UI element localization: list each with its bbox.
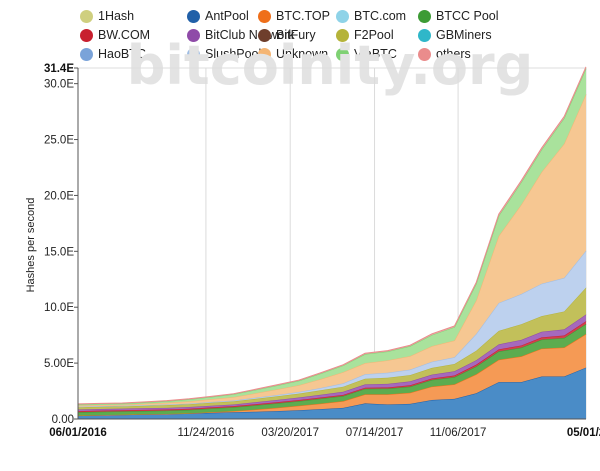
legend-swatch	[80, 47, 93, 61]
legend: 1Hash AntPool BTC.TOP BTC.com BTCC Pool BW.CO…	[0, 0, 600, 64]
y-tick-label: 0.00	[52, 414, 74, 426]
area-f2pool[interactable]	[78, 287, 586, 410]
legend-label: BTCC Pool	[436, 9, 499, 23]
axes: 0.00 5.00E 10.0E 15.0E 20.0E 25.0E 30.0E 31.4E 0…	[44, 63, 600, 439]
legend-label: HaoBTC	[98, 47, 146, 61]
legend-swatch	[258, 47, 271, 61]
watermark: bitcoinity.org	[127, 34, 534, 97]
y-tick-label: 20.0E	[44, 190, 74, 202]
legend-item[interactable]: others	[418, 46, 471, 62]
legend-item[interactable]: HaoBTC	[80, 46, 146, 62]
y-tick-label: 10.0E	[44, 302, 74, 314]
y-tick-label: 25.0E	[44, 135, 74, 147]
legend-item[interactable]: BTCC Pool	[418, 8, 499, 24]
legend-label: Unknown	[276, 47, 329, 61]
legend-label: AntPool	[205, 9, 249, 23]
legend-swatch	[258, 28, 271, 42]
legend-label: F2Pool	[354, 28, 394, 42]
y-tick-label: 31.4E	[44, 63, 74, 75]
y-tick-label: 15.0E	[44, 246, 74, 258]
legend-item[interactable]: BitClub Network	[187, 27, 295, 43]
legend-label: 1Hash	[98, 9, 135, 23]
legend-label: BTC.TOP	[276, 9, 330, 23]
legend-label: ViaBTC	[354, 47, 397, 61]
x-tick-label: 06/01/2016	[49, 427, 107, 439]
legend-label: BTC.com	[354, 9, 407, 23]
legend-item[interactable]: BTC.com	[336, 8, 406, 24]
x-tick-label: 07/14/2017	[346, 427, 404, 439]
area-antpool[interactable]	[78, 367, 586, 419]
legend-swatch	[187, 9, 200, 23]
y-tick-label: 30.0E	[44, 79, 74, 91]
legend-swatch	[258, 9, 271, 23]
legend-item[interactable]: BTC.TOP	[258, 8, 330, 24]
legend-swatch	[187, 28, 200, 42]
legend-item[interactable]: ViaBTC	[336, 46, 397, 62]
legend-swatch	[336, 28, 349, 42]
legend-item[interactable]: SlushPool	[187, 46, 261, 62]
legend-label: GBMiners	[436, 28, 492, 42]
area-btc-top[interactable]	[78, 334, 586, 416]
legend-label: BW.COM	[98, 28, 151, 42]
legend-item[interactable]: F2Pool	[336, 27, 394, 43]
legend-item[interactable]: GBMiners	[418, 27, 492, 43]
x-tick-label: 11/06/2017	[430, 427, 487, 439]
legend-swatch	[80, 9, 93, 23]
y-tick-label: 5.00E	[44, 358, 74, 370]
legend-item[interactable]: Unknown	[258, 46, 328, 62]
area-slushpool[interactable]	[78, 250, 586, 408]
legend-swatch	[336, 47, 349, 61]
area-series	[77, 66, 587, 419]
area-edge	[77, 314, 587, 410]
x-tick-label: 03/20/2017	[261, 427, 319, 439]
area-edge	[77, 66, 587, 405]
y-axis-label: Hashes per second	[25, 198, 37, 293]
legend-swatch	[80, 28, 93, 42]
area-viabtc[interactable]	[78, 68, 586, 406]
legend-swatch	[187, 47, 200, 61]
legend-label: BitFury	[276, 28, 316, 42]
legend-swatch	[336, 9, 349, 23]
legend-swatch	[418, 47, 431, 61]
x-tick-label: 11/24/2016	[178, 427, 235, 439]
legend-item[interactable]: BW.COM	[80, 27, 150, 43]
legend-swatch	[418, 9, 431, 23]
legend-item[interactable]: AntPool	[187, 8, 249, 24]
legend-label: others	[436, 47, 471, 61]
legend-swatch	[418, 28, 431, 42]
legend-item[interactable]: 1Hash	[80, 8, 134, 24]
x-tick-label: 05/01/2	[567, 427, 600, 439]
watermark-layer: bitcoinity.org	[127, 34, 534, 97]
legend-item[interactable]: BitFury	[258, 27, 316, 43]
legend-label: BitClub Network	[205, 28, 295, 42]
legend-label: SlushPool	[205, 47, 262, 61]
